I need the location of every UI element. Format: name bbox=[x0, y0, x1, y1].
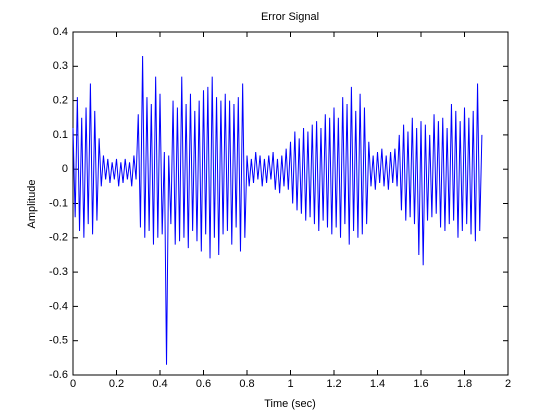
x-tick-label: 1.4 bbox=[370, 378, 385, 390]
y-tick-label: 0.1 bbox=[53, 129, 68, 141]
y-tick-label: -0.1 bbox=[49, 197, 68, 209]
x-tick-label: 0.8 bbox=[239, 378, 254, 390]
y-tick-label: -0.2 bbox=[49, 232, 68, 244]
x-tick-label: 2 bbox=[505, 378, 511, 390]
x-axis-label: Time (sec) bbox=[264, 398, 316, 410]
y-tick-label: 0 bbox=[62, 163, 68, 175]
axes-box bbox=[72, 31, 509, 376]
x-tick-label: 1 bbox=[287, 378, 293, 390]
x-tick-label: 0 bbox=[70, 378, 76, 390]
x-tick-label: 0.2 bbox=[109, 378, 124, 390]
x-tick-label: 0.4 bbox=[152, 378, 167, 390]
y-tick-label: 0.2 bbox=[53, 95, 68, 107]
x-tick-label: 1.2 bbox=[326, 378, 341, 390]
y-tick-label: -0.6 bbox=[49, 369, 68, 381]
y-tick-label: 0.3 bbox=[53, 60, 68, 72]
x-tick-label: 1.8 bbox=[457, 378, 472, 390]
y-tick-label: -0.3 bbox=[49, 266, 68, 278]
signal-line bbox=[72, 56, 483, 365]
y-tick-label: 0.4 bbox=[53, 26, 68, 38]
chart-title: Error Signal bbox=[261, 11, 319, 23]
x-tick-label: 0.6 bbox=[196, 378, 211, 390]
y-tick-label: -0.4 bbox=[49, 300, 68, 312]
x-tick-label: 1.6 bbox=[413, 378, 428, 390]
y-tick-label: -0.5 bbox=[49, 335, 68, 347]
y-axis-label: Amplitude bbox=[26, 180, 38, 229]
